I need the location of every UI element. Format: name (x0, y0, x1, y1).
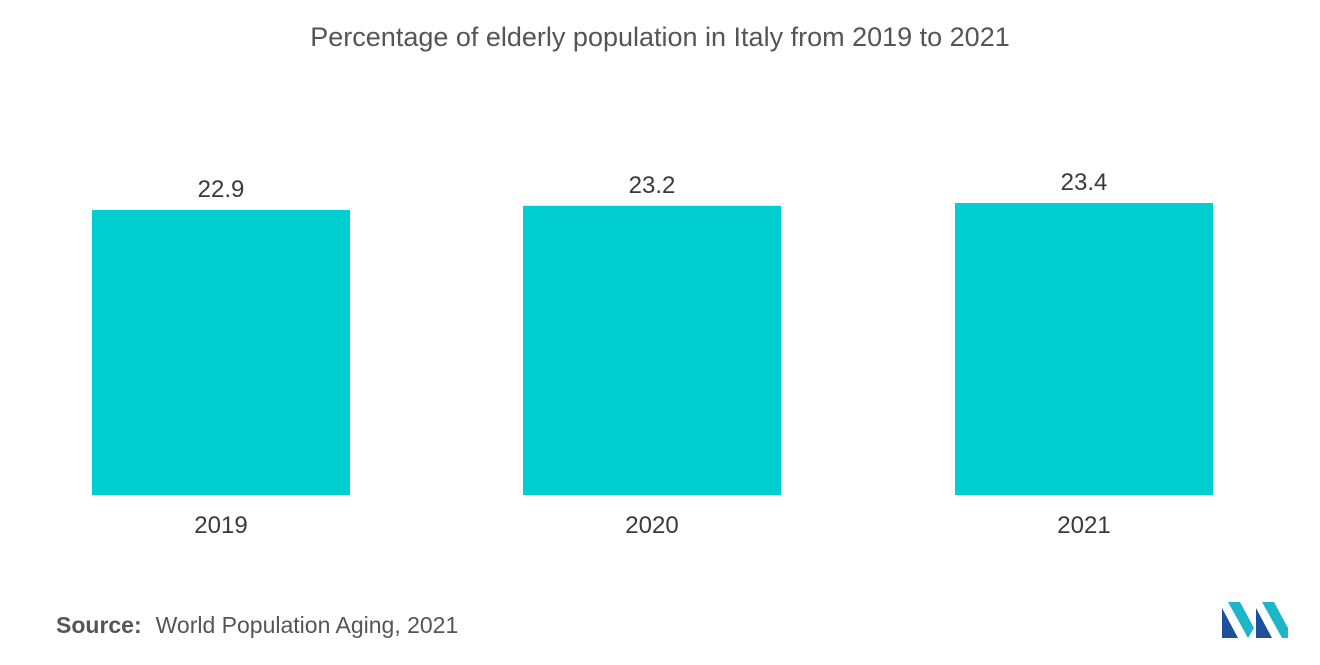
logo-shape-left (1222, 608, 1238, 638)
value-label-2021: 23.4 (1061, 169, 1108, 196)
logo-shape-mid-right (1256, 608, 1272, 638)
logo-shape-mid-left (1228, 602, 1254, 638)
value-labels-group: 22.9 23.2 23.4 (198, 169, 1108, 203)
category-label-2019: 2019 (194, 512, 247, 539)
value-label-2019: 22.9 (198, 176, 245, 203)
mordor-intelligence-logo (1222, 602, 1288, 638)
bars-group (92, 203, 1213, 496)
source-text: World Population Aging, 2021 (155, 612, 459, 638)
bar-2021 (955, 203, 1213, 495)
bar-2020 (523, 205, 781, 496)
bar-chart: 22.9 23.2 23.4 2019 2020 2021 (92, 169, 1213, 539)
logo-shape-right (1262, 602, 1288, 638)
category-label-2020: 2020 (625, 512, 678, 539)
category-labels-group: 2019 2020 2021 (194, 512, 1110, 539)
chart-title: Percentage of elderly population in Ital… (310, 22, 1010, 52)
value-label-2020: 23.2 (629, 172, 676, 199)
source-note: Source: World Population Aging, 2021 (56, 612, 458, 639)
category-label-2021: 2021 (1057, 512, 1110, 539)
bar-2019 (92, 210, 350, 495)
source-label: Source: (56, 612, 142, 638)
